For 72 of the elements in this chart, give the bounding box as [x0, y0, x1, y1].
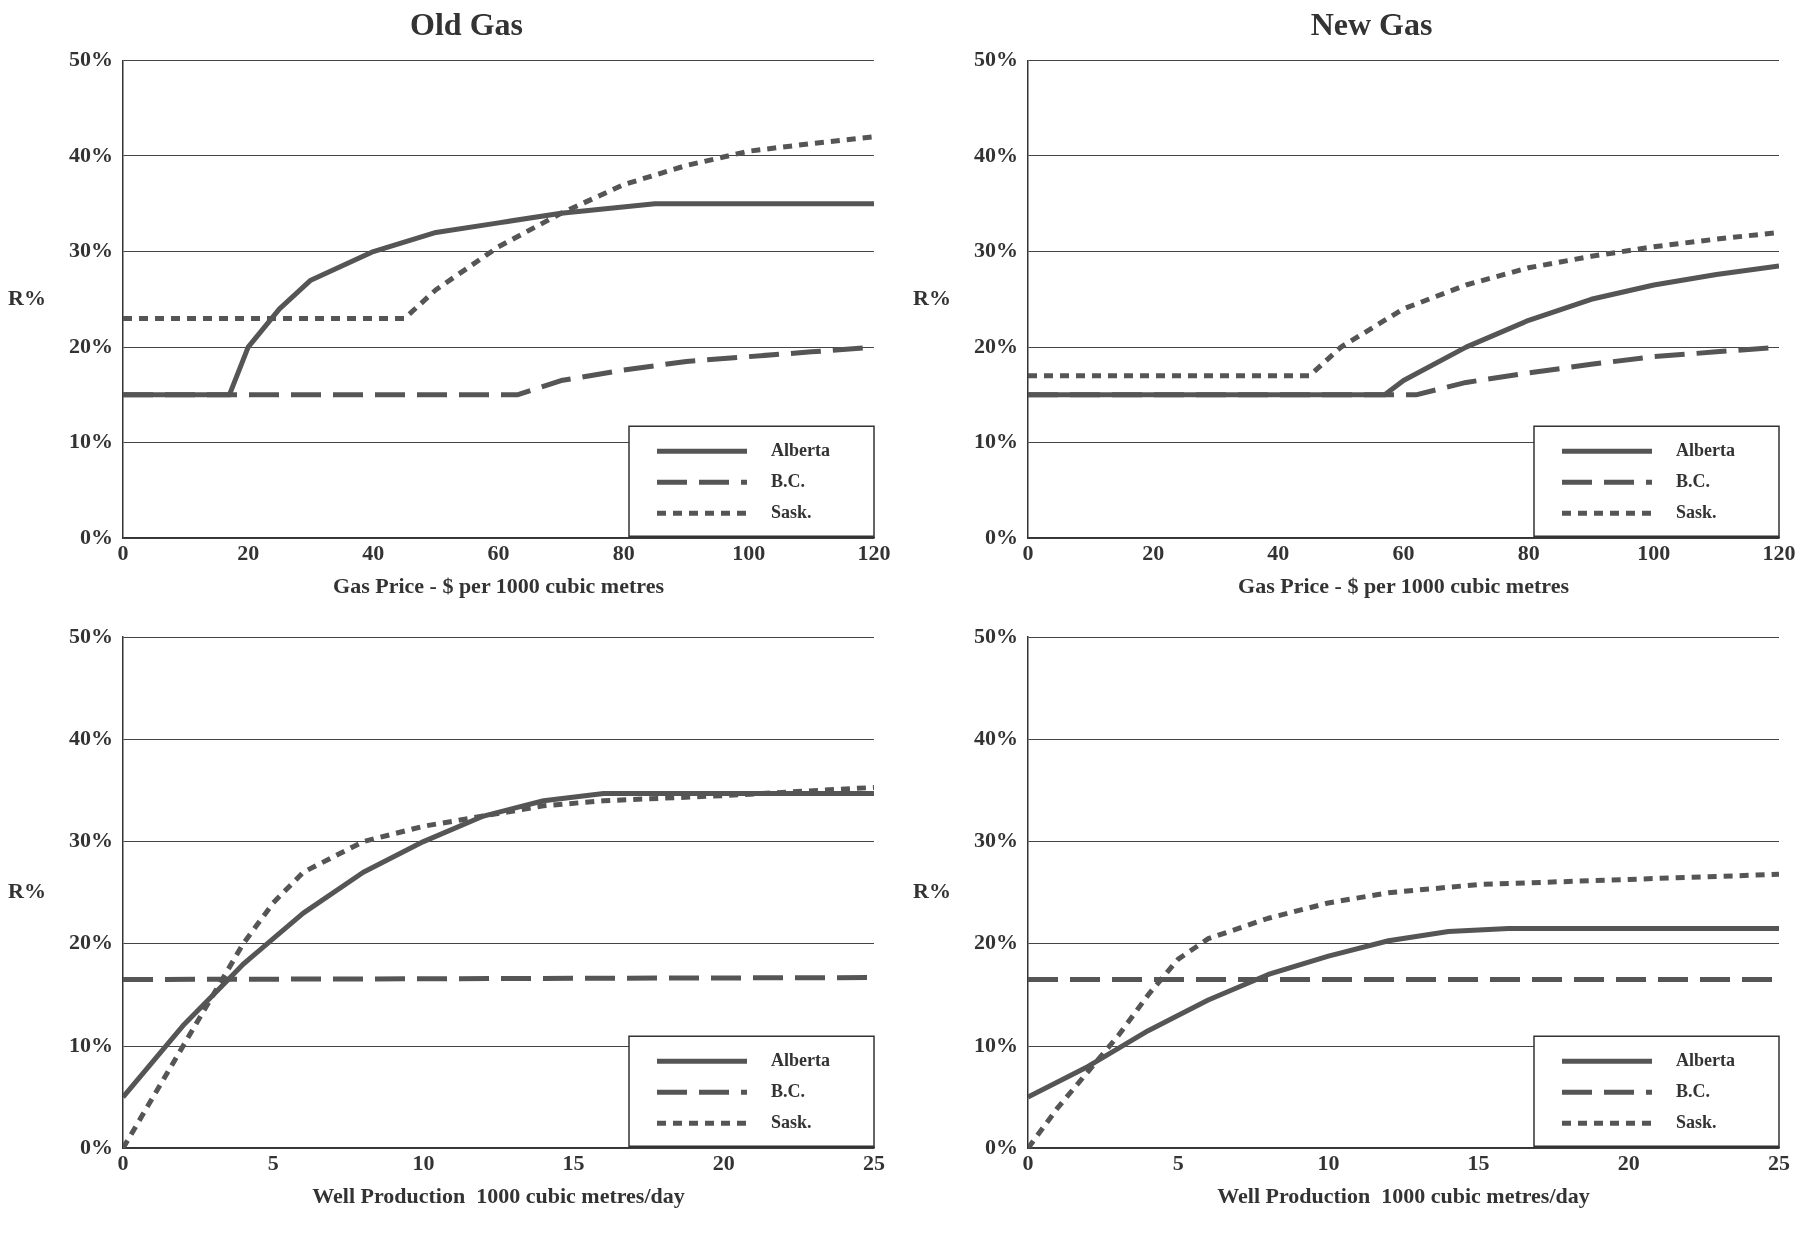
- y-axis-title: R%: [8, 878, 46, 904]
- x-tick-label: 5: [1172, 1150, 1184, 1176]
- y-tick-label: 30%: [69, 827, 113, 853]
- legend-label: Sask.: [1676, 1111, 1717, 1132]
- x-tick-label: 10: [1317, 1150, 1340, 1176]
- y-tick-label: 10%: [974, 428, 1018, 454]
- chart-title: Old Gas: [410, 6, 523, 43]
- x-tick-label: 0: [117, 1150, 129, 1176]
- y-tick-label: 50%: [69, 46, 113, 72]
- x-tick-label: 120: [1762, 540, 1796, 566]
- x-tick-label: 40: [362, 540, 385, 566]
- x-tick-label: 25: [863, 1150, 885, 1176]
- legend-label: B.C.: [1676, 470, 1711, 491]
- y-tick-label: 50%: [974, 46, 1018, 72]
- y-axis-title: R%: [8, 284, 46, 310]
- y-tick-label: 0%: [80, 523, 113, 549]
- y-tick-label: 30%: [974, 237, 1018, 263]
- x-axis-title: Gas Price - $ per 1000 cubic metres: [1238, 573, 1570, 599]
- x-tick-label: 0: [1022, 540, 1034, 566]
- legend-label: B.C.: [1676, 1080, 1711, 1101]
- legend-label: Alberta: [1676, 1049, 1735, 1070]
- y-tick-label: 40%: [69, 725, 113, 751]
- y-tick-label: 40%: [974, 141, 1018, 167]
- y-tick-label: 30%: [974, 827, 1018, 853]
- y-tick-label: 0%: [985, 523, 1018, 549]
- x-tick-label: 20: [712, 1150, 735, 1176]
- legend-label: B.C.: [771, 470, 806, 491]
- x-tick-label: 15: [562, 1150, 585, 1176]
- x-tick-label: 40: [1267, 540, 1290, 566]
- y-tick-label: 50%: [974, 622, 1018, 648]
- y-tick-label: 40%: [974, 725, 1018, 751]
- y-tick-label: 50%: [69, 622, 113, 648]
- x-tick-label: 0: [1022, 1150, 1034, 1176]
- y-tick-label: 20%: [69, 332, 113, 358]
- x-tick-label: 80: [612, 540, 635, 566]
- y-tick-label: 10%: [69, 428, 113, 454]
- y-tick-label: 40%: [69, 141, 113, 167]
- y-tick-label: 0%: [80, 1133, 113, 1159]
- chart-title: New Gas: [1310, 6, 1433, 43]
- y-tick-label: 10%: [69, 1031, 113, 1057]
- x-tick-label: 20: [237, 540, 260, 566]
- x-tick-label: 100: [732, 540, 766, 566]
- y-tick-label: 20%: [974, 929, 1018, 955]
- x-axis-title: Gas Price - $ per 1000 cubic metres: [333, 573, 665, 599]
- y-tick-label: 20%: [69, 929, 113, 955]
- x-tick-label: 20: [1142, 540, 1165, 566]
- legend-label: Sask.: [771, 1111, 812, 1132]
- x-tick-label: 20: [1617, 1150, 1640, 1176]
- y-axis-title: R%: [913, 878, 951, 904]
- x-tick-label: 10: [412, 1150, 435, 1176]
- x-tick-label: 60: [487, 540, 510, 566]
- legend-label: Alberta: [1676, 439, 1735, 460]
- legend-label: Sask.: [1676, 501, 1717, 522]
- legend-label: Alberta: [771, 439, 830, 460]
- y-tick-label: 0%: [985, 1133, 1018, 1159]
- x-tick-label: 15: [1467, 1150, 1490, 1176]
- x-tick-label: 100: [1637, 540, 1671, 566]
- x-tick-label: 60: [1392, 540, 1415, 566]
- x-tick-label: 5: [267, 1150, 279, 1176]
- x-axis-title: Well Production 1000 cubic metres/day: [1217, 1183, 1590, 1209]
- x-tick-label: 0: [117, 540, 129, 566]
- x-tick-label: 120: [857, 540, 891, 566]
- x-axis-title: Well Production 1000 cubic metres/day: [312, 1183, 685, 1209]
- x-tick-label: 25: [1768, 1150, 1790, 1176]
- x-tick-label: 80: [1517, 540, 1540, 566]
- legend-label: Alberta: [771, 1049, 830, 1070]
- y-axis-title: R%: [913, 284, 951, 310]
- y-tick-label: 20%: [974, 332, 1018, 358]
- y-tick-label: 30%: [69, 237, 113, 263]
- legend-label: B.C.: [771, 1080, 806, 1101]
- legend-label: Sask.: [771, 501, 812, 522]
- y-tick-label: 10%: [974, 1031, 1018, 1057]
